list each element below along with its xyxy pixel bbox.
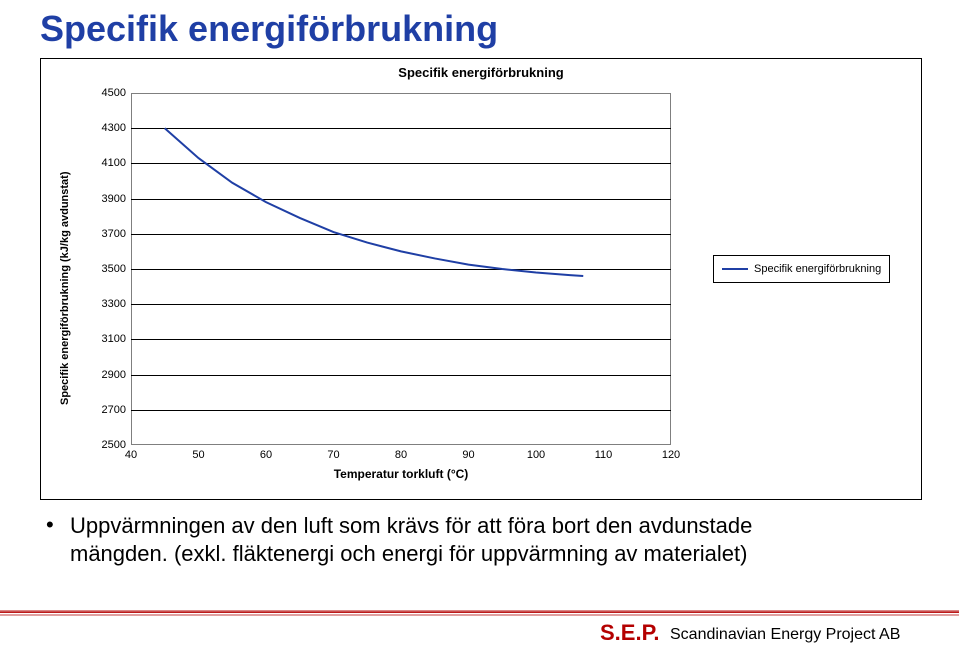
footer-line-2	[0, 614, 959, 616]
chart-frame: Specifik energiförbrukning Specifik ener…	[40, 58, 922, 500]
x-tick-label: 80	[395, 449, 407, 461]
x-tick-label: 90	[462, 449, 474, 461]
y-tick-label: 3500	[81, 263, 126, 275]
y-tick-label: 3900	[81, 193, 126, 205]
page-title: Specifik energiförbrukning	[40, 8, 498, 50]
x-tick-label: 60	[260, 449, 272, 461]
y-axis-title: Specifik energiförbrukning (kJ/kg avduns…	[59, 172, 71, 406]
x-tick-label: 110	[595, 449, 613, 461]
legend-swatch	[722, 268, 748, 270]
y-tick-label: 3300	[81, 298, 126, 310]
footer-company: Scandinavian Energy Project AB	[670, 626, 900, 644]
x-tick-label: 120	[662, 449, 680, 461]
x-axis-title: Temperatur torkluft (°C)	[131, 467, 671, 481]
legend: Specifik energiförbrukning	[713, 255, 890, 283]
y-tick-label: 2900	[81, 369, 126, 381]
plot-area	[131, 93, 671, 445]
footer-logo: S.E.P.	[600, 620, 660, 646]
body-text: Uppvärmningen av den luft som krävs för …	[70, 512, 830, 567]
series-line	[131, 93, 671, 445]
y-tick-label: 4300	[81, 122, 126, 134]
x-tick-label: 70	[327, 449, 339, 461]
x-tick-label: 40	[125, 449, 137, 461]
y-tick-label: 2500	[81, 439, 126, 451]
legend-label: Specifik energiförbrukning	[754, 263, 881, 275]
slide: Specifik energiförbrukning Specifik ener…	[0, 0, 959, 655]
x-tick-label: 100	[527, 449, 545, 461]
y-tick-label: 3100	[81, 333, 126, 345]
x-tick-label: 50	[192, 449, 204, 461]
chart-title: Specifik energiförbrukning	[41, 65, 921, 80]
y-tick-label: 2700	[81, 404, 126, 416]
y-tick-label: 4100	[81, 157, 126, 169]
footer-line-1	[0, 610, 959, 613]
y-tick-label: 4500	[81, 87, 126, 99]
bullet: •	[46, 512, 54, 538]
y-tick-label: 3700	[81, 228, 126, 240]
